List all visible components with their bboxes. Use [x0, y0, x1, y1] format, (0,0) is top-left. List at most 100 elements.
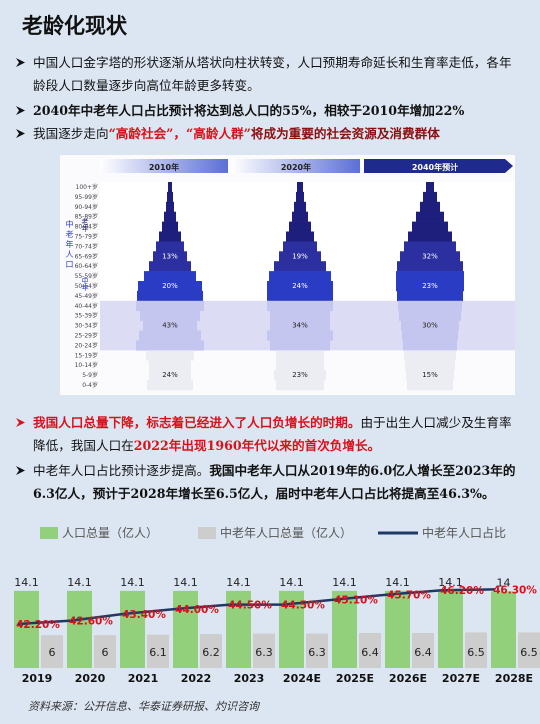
pyramid-row	[401, 320, 459, 331]
x-tick-label: 2021	[128, 672, 159, 685]
share-label: 24%	[292, 282, 308, 290]
bullet: 中老年人口占比预计逐步提高。我国中老年人口从2019年的6.0亿人增长至2023…	[33, 459, 523, 505]
pyramid-row	[136, 300, 204, 311]
pyramid-row	[286, 231, 314, 242]
pyramid-row	[400, 251, 460, 262]
pyramid-row	[407, 380, 453, 391]
pyramid-row	[399, 310, 461, 321]
line-value-label: 44.50%	[281, 600, 325, 612]
pyramid-row	[270, 340, 330, 351]
pyramid-row	[420, 201, 440, 212]
bullet-marker	[16, 129, 25, 138]
share-label: 13%	[162, 252, 178, 260]
pyramid-row	[159, 231, 181, 242]
pyramid-row	[162, 221, 178, 232]
pyramid-row	[144, 271, 196, 282]
line-value-label: 45.10%	[334, 595, 378, 607]
bar	[200, 634, 222, 668]
value-label: 14.1	[67, 576, 92, 589]
bar	[67, 590, 92, 668]
age-label: 5-9岁	[82, 371, 98, 379]
pyramid-row	[139, 330, 201, 341]
text: 中老年人口占比预计逐步提高。	[33, 463, 210, 478]
text: 我国中老年人口从2019年的6.0亿人增长至2023年的6.3亿人，预计于202…	[33, 463, 516, 501]
share-label: 19%	[292, 252, 308, 260]
pyramid-row	[140, 310, 200, 321]
value-label: 6.3	[255, 646, 273, 659]
value-label: 14.1	[332, 576, 357, 589]
x-tick-label: 2028E	[495, 672, 533, 685]
header-band	[100, 159, 228, 173]
pyramid-row	[416, 211, 444, 222]
value-label: 14.1	[173, 576, 198, 589]
pyramid-row	[137, 290, 203, 302]
age-label: 45-49岁	[75, 292, 98, 300]
old-label: 老年	[81, 218, 89, 232]
text: 我国逐步走向	[33, 126, 109, 141]
pyramid-row	[426, 182, 434, 193]
bar	[14, 590, 39, 668]
pyramid-row	[396, 271, 464, 282]
age-label: 40-44岁	[75, 302, 98, 310]
x-tick-label: 2026E	[389, 672, 427, 685]
age-label: 60-64岁	[75, 262, 98, 270]
age-label: 10-14岁	[75, 361, 98, 369]
pyramid-row	[146, 350, 194, 361]
pyramid-row	[423, 191, 437, 203]
x-tick-label: 2025E	[336, 672, 374, 685]
pyramid-row	[269, 271, 331, 282]
pyramid-row	[270, 310, 330, 321]
share-label: 15%	[422, 371, 438, 379]
bar	[253, 633, 275, 668]
highlight: 我国人口总量下降，标志着已经进入了人口负增长的时期。	[33, 415, 361, 430]
pyramid-row	[274, 261, 326, 272]
pyramid-row	[406, 370, 454, 381]
value-label: 14.1	[279, 576, 304, 589]
header-band	[232, 159, 360, 173]
bullet: 我国逐步走向“高龄社会”，“高龄人群”将成为重要的社会资源及消费群体	[33, 122, 523, 145]
pyramid-row	[294, 201, 306, 212]
age-label: 90-94岁	[75, 203, 98, 211]
legend-swatch	[198, 527, 216, 539]
line-value-label: 42.20%	[16, 619, 60, 631]
pyramid-row	[143, 320, 197, 331]
bar	[385, 590, 410, 668]
line-value-label: 44.50%	[228, 600, 272, 612]
share-label: 24%	[162, 371, 178, 379]
highlight: 2022年出现1960年代以来的首次负增长。	[133, 438, 381, 453]
text: 将成为重要的社会资源及消费群体	[250, 126, 440, 141]
share-label: 23%	[292, 371, 308, 379]
pyramid-row	[297, 182, 303, 193]
text: 由于出生人口减少及生育率降低，我国人口在	[33, 415, 512, 453]
pyramid-row	[149, 360, 191, 371]
age-label: 55-59岁	[75, 272, 98, 280]
legend-label: 中老年人口占比	[422, 525, 506, 540]
source: 资料来源：公开信息、华泰证券研报、灼识咨询	[28, 700, 259, 713]
value-label: 6.4	[414, 646, 432, 659]
pyramid-row	[296, 191, 304, 203]
pyramid-row	[408, 231, 452, 242]
age-label: 65-69岁	[75, 252, 98, 260]
x-tick-label: 2019	[22, 672, 53, 685]
pyramid-row	[149, 370, 191, 381]
x-tick-label: 2027E	[442, 672, 480, 685]
text: 2040年中老年人口占比预计将达到总人口的55%，相较于2010年增加22%	[33, 103, 465, 118]
x-tick-label: 2022	[181, 672, 212, 685]
value-label: 6.1	[149, 646, 167, 659]
x-tick-label: 2023	[234, 672, 265, 685]
age-label: 20-24岁	[75, 341, 98, 349]
pyramid-row	[404, 350, 456, 361]
age-label: 0-4岁	[82, 381, 98, 389]
x-tick-label: 2024E	[283, 672, 321, 685]
value-label: 14.1	[14, 576, 39, 589]
header: 2040年预计	[412, 162, 458, 172]
header: 2020年	[281, 162, 311, 172]
pyramid-row	[164, 211, 176, 222]
header-band	[364, 159, 513, 173]
legend-label: 中老年人口总量（亿人）	[220, 525, 352, 540]
pyramid-row	[153, 251, 187, 262]
value-label: 14.1	[438, 576, 463, 589]
bullet-marker	[16, 58, 25, 67]
value-label: 6	[102, 646, 109, 659]
